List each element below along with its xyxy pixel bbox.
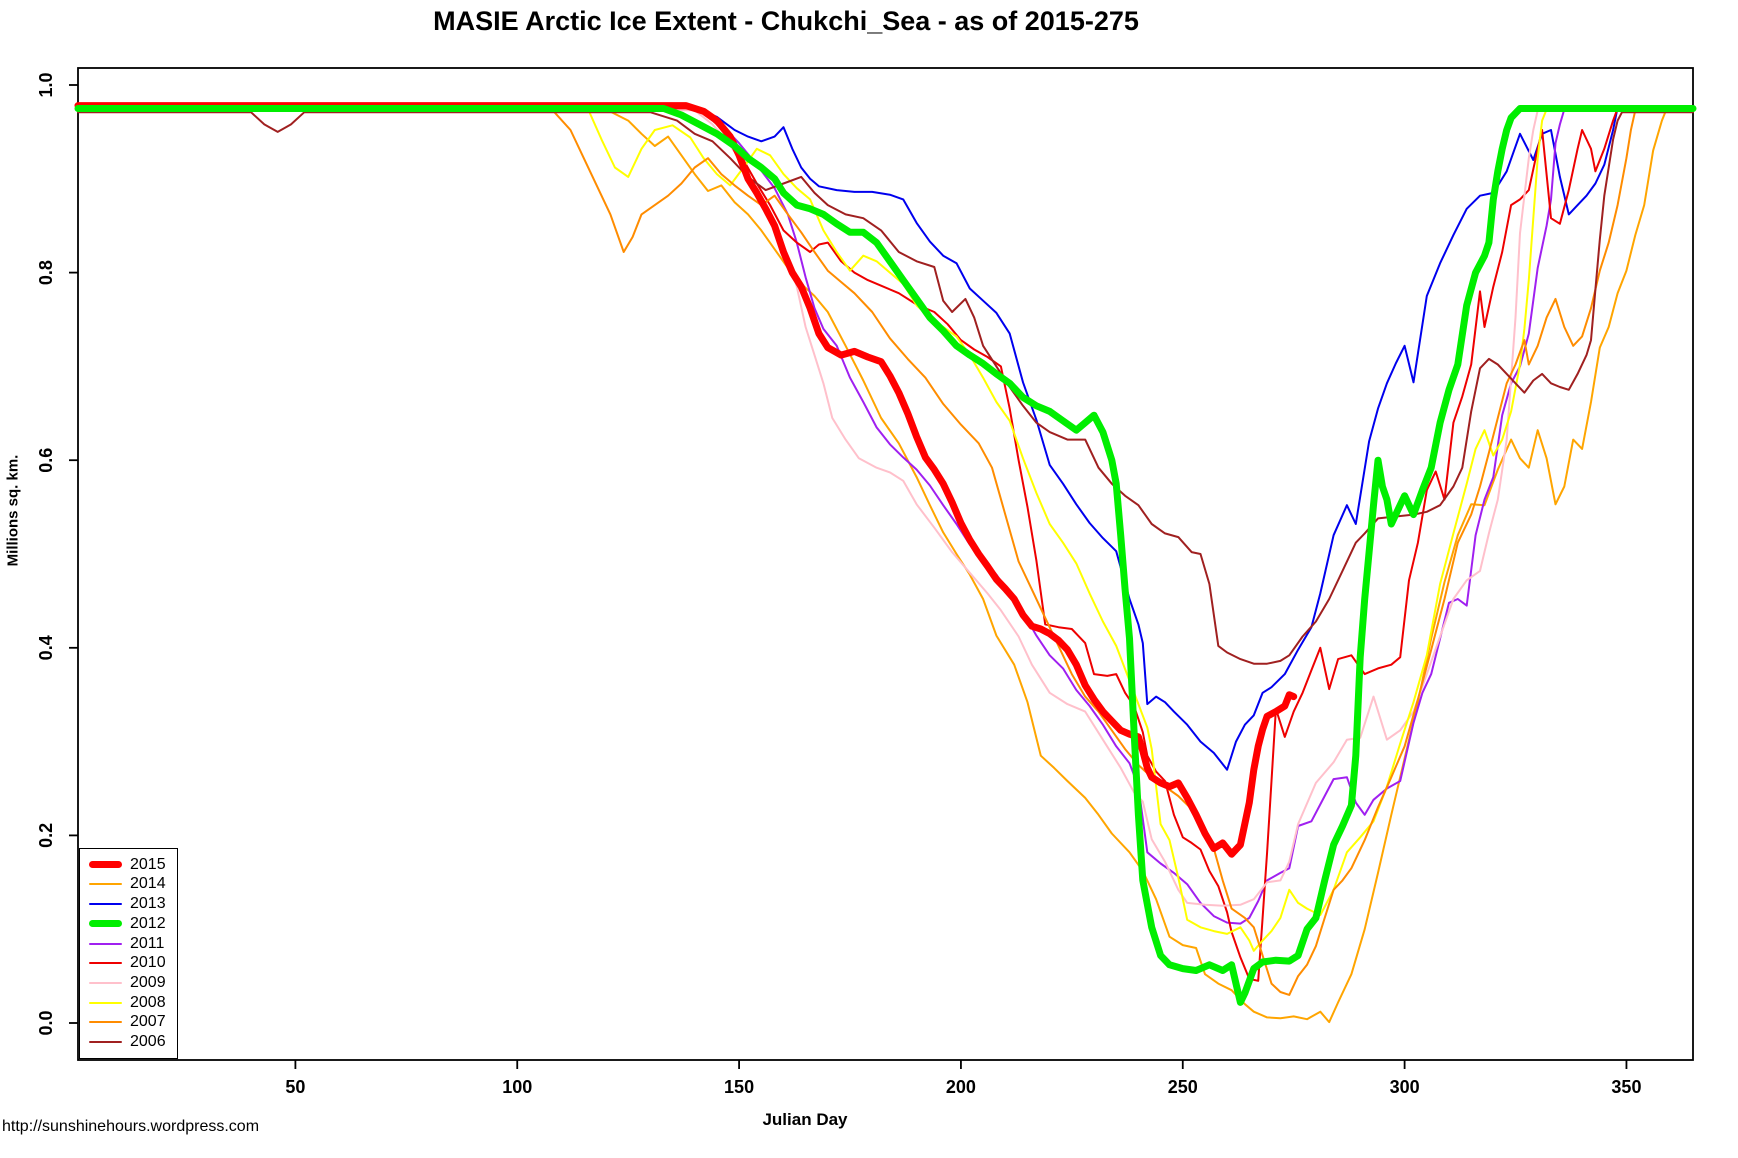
series-line-2006 xyxy=(77,111,1694,665)
y-tick-label: 0.0 xyxy=(36,1010,56,1035)
y-tick-label: 0.6 xyxy=(36,448,56,473)
legend-label-2007: 2007 xyxy=(130,1013,166,1031)
series-line-2015 xyxy=(74,102,1298,858)
series-line-2013 xyxy=(77,106,1694,771)
legend-swatch-2007 xyxy=(89,1021,122,1024)
chart-title: MASIE Arctic Ice Extent - Chukchi_Sea - … xyxy=(433,6,1139,36)
legend-item-2011: 2011 xyxy=(89,934,177,952)
legend-item-2013: 2013 xyxy=(89,896,177,912)
legend-label-2013: 2013 xyxy=(130,895,166,913)
legend-label-2010: 2010 xyxy=(130,954,166,972)
y-tick-label: 0.4 xyxy=(36,635,56,660)
legend-label-2015: 2015 xyxy=(130,855,166,873)
x-tick-label: 100 xyxy=(502,1077,532,1097)
x-tick-label: 350 xyxy=(1611,1077,1641,1097)
y-tick-label: 1.0 xyxy=(36,72,56,97)
series-line-2009 xyxy=(77,109,1694,907)
legend-item-2006: 2006 xyxy=(89,1034,177,1050)
series-line-2011 xyxy=(77,108,1694,925)
legend-swatch-2009 xyxy=(89,982,122,985)
y-tick-label: 0.2 xyxy=(36,823,56,848)
legend-item-2007: 2007 xyxy=(89,1014,177,1030)
x-tick-label: 200 xyxy=(946,1077,976,1097)
y-axis-label: Millions sq. km. xyxy=(4,454,22,567)
series-line-2014 xyxy=(77,108,1694,1024)
legend-swatch-2010 xyxy=(89,962,122,965)
legend-item-2010: 2010 xyxy=(89,955,177,971)
legend-swatch-2015 xyxy=(89,861,122,869)
x-tick-label: 50 xyxy=(285,1077,305,1097)
legend-label-2014: 2014 xyxy=(130,875,166,893)
series-line-2008 xyxy=(77,108,1694,952)
series-line-2010 xyxy=(77,107,1694,982)
series-line-2012 xyxy=(74,105,1697,1006)
legend-item-2015: 2015 xyxy=(89,855,177,873)
legend-label-2008: 2008 xyxy=(130,993,166,1011)
y-tick-label: 0.8 xyxy=(36,260,56,285)
footer-url: http://sunshinehours.wordpress.com xyxy=(2,1118,260,1135)
legend-item-2012: 2012 xyxy=(89,914,177,932)
legend: 2015 2014 2013 2012 2011 2010 2009 2008 2007 2006 xyxy=(79,848,178,1059)
legend-swatch-2006 xyxy=(89,1041,122,1044)
legend-label-2006: 2006 xyxy=(130,1033,166,1051)
legend-label-2009: 2009 xyxy=(130,974,166,992)
x-tick-label: 150 xyxy=(724,1077,754,1097)
x-tick-label: 250 xyxy=(1168,1077,1198,1097)
legend-item-2009: 2009 xyxy=(89,975,177,991)
legend-swatch-2014 xyxy=(89,883,122,886)
legend-item-2014: 2014 xyxy=(89,876,177,892)
legend-label-2012: 2012 xyxy=(130,914,166,932)
legend-swatch-2008 xyxy=(89,1001,122,1004)
legend-item-2008: 2008 xyxy=(89,993,177,1011)
legend-swatch-2011 xyxy=(89,942,122,945)
plot-frame xyxy=(77,67,1694,1061)
legend-swatch-2012 xyxy=(89,920,122,928)
legend-label-2011: 2011 xyxy=(130,934,165,952)
x-tick-label: 300 xyxy=(1390,1077,1420,1097)
x-axis-label: Julian Day xyxy=(762,1110,848,1129)
legend-swatch-2013 xyxy=(89,903,122,906)
